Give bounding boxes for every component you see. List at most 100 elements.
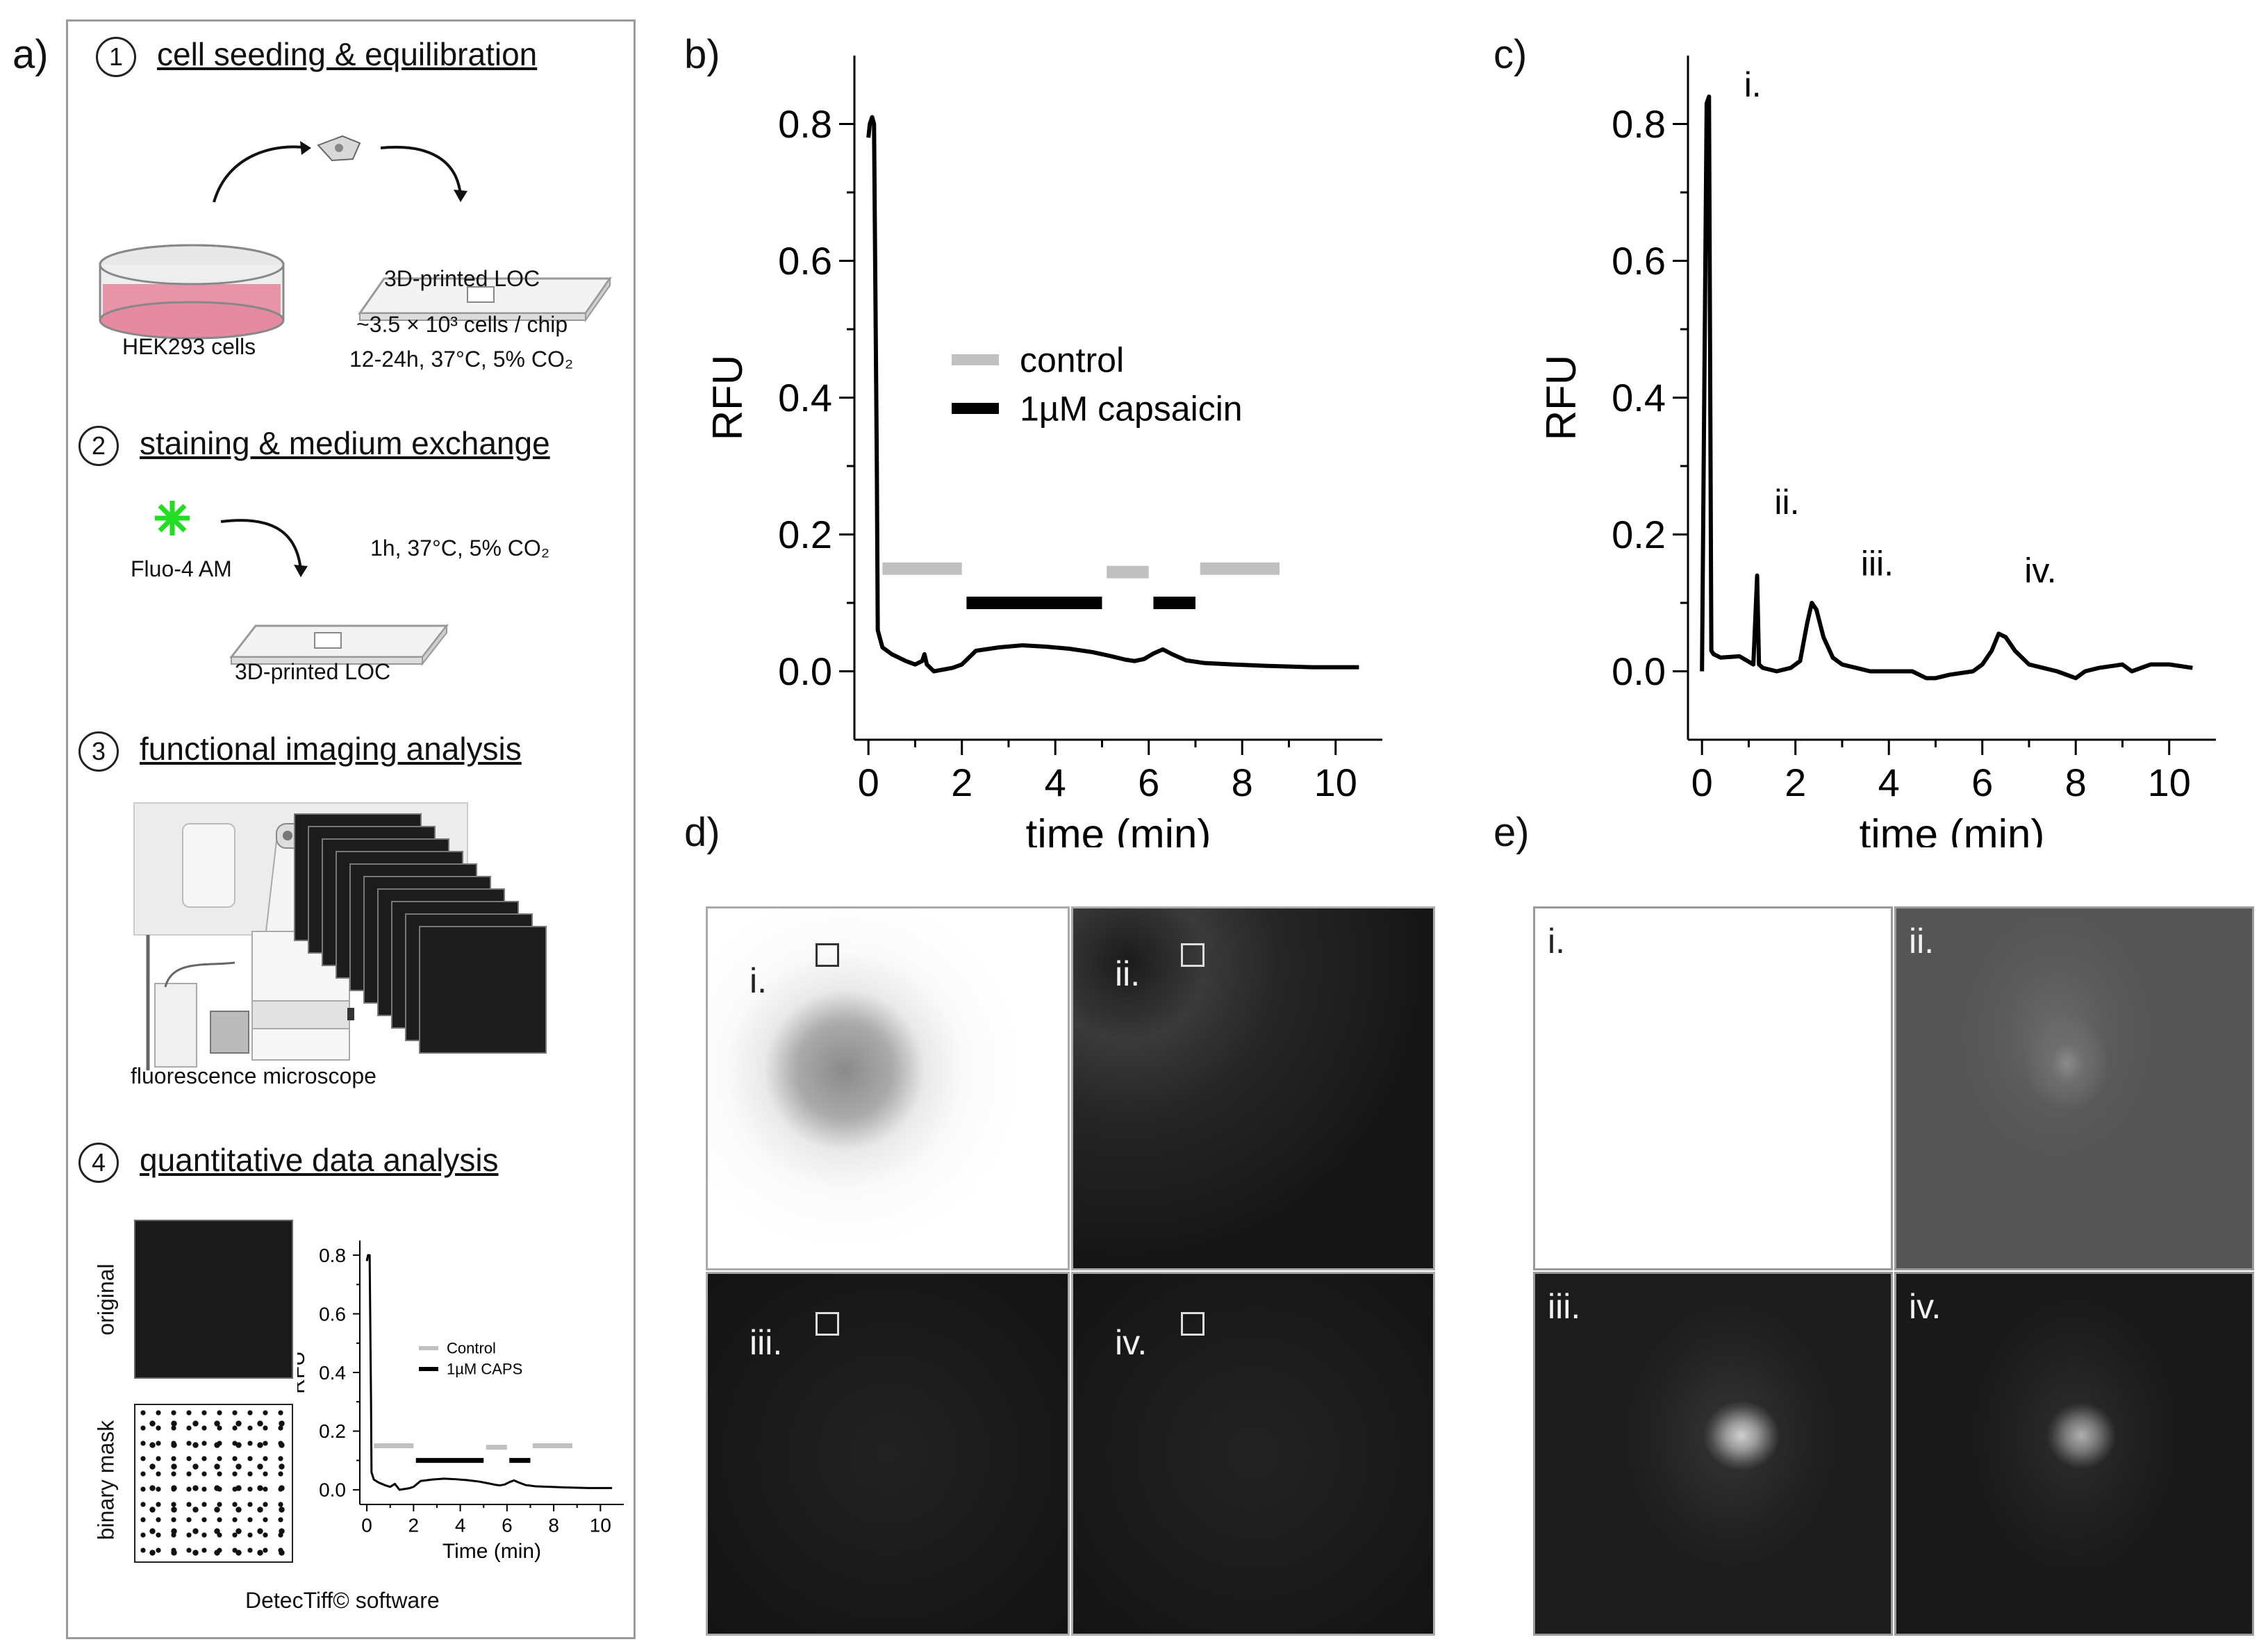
y-axis-label: RFU xyxy=(704,355,751,440)
y-tick-label: 0.0 xyxy=(1612,649,1666,693)
y-tick-label: 0.6 xyxy=(778,239,832,283)
dye-star-icon xyxy=(155,501,190,536)
image-e-iii-label: iii. xyxy=(1548,1287,1581,1326)
x-tick-label: 4 xyxy=(1878,761,1900,804)
image-stack xyxy=(294,813,558,1077)
loc-label-1: 3D-printed LOC xyxy=(384,266,540,291)
legend-label: 1µM CAPS xyxy=(447,1361,522,1378)
software-label: DetecTiff© software xyxy=(245,1588,440,1613)
y-tick-label: 0.0 xyxy=(778,649,832,693)
panel-label-c: c) xyxy=(1493,32,1528,77)
loc-label-2: 3D-printed LOC xyxy=(235,659,391,684)
x-tick-label: 10 xyxy=(2148,761,2191,804)
panel-label-e: e) xyxy=(1493,810,1530,855)
step-3-title: 3 functional imaging analysis xyxy=(78,730,522,772)
y-tick-label: 0.4 xyxy=(1612,376,1666,420)
y-axis-label: RFU xyxy=(1538,355,1584,440)
x-tick-label: 8 xyxy=(1232,761,1253,804)
x-tick-label: 10 xyxy=(590,1514,611,1536)
image-e-i: i. xyxy=(1533,906,1893,1270)
x-tick-label: 0 xyxy=(858,761,879,804)
image-e-i-label: i. xyxy=(1548,922,1565,961)
image-e-iv: iv. xyxy=(1894,1272,2254,1636)
original-label: original xyxy=(93,1263,119,1336)
step-1-number: 1 xyxy=(96,36,136,77)
trace-line xyxy=(866,115,1359,674)
y-tick-label: 0.2 xyxy=(778,513,832,556)
x-tick-label: 6 xyxy=(1971,761,1993,804)
trace-line xyxy=(1700,94,2193,681)
microscope-label: fluorescence microscope xyxy=(131,1063,376,1088)
x-tick-label: 2 xyxy=(951,761,972,804)
image-d-i-label: i. xyxy=(750,961,767,1000)
staining-illustration xyxy=(155,501,449,666)
y-tick-label: 0.2 xyxy=(319,1420,346,1442)
step-2-title: 2 staining & medium exchange xyxy=(78,424,550,466)
x-tick-label: 0 xyxy=(361,1514,372,1536)
peak-annotation: iv. xyxy=(2024,551,2056,590)
step-2-number: 2 xyxy=(78,425,119,466)
chart-c: 0.0 0.2 0.4 0.6 0.8 0 2 4 6 8 10 time (min) RFU i. ii.… xyxy=(1538,56,2216,847)
x-tick-label: 10 xyxy=(1314,761,1357,804)
y-tick-label: 0.6 xyxy=(1612,239,1666,283)
x-tick-label: 8 xyxy=(2065,761,2087,804)
seeding-illustration xyxy=(99,135,612,340)
mini-chart: 0.0 0.2 0.4 0.6 0.8 0 2 4 6 8 10 Time (min) RFU Contr… xyxy=(297,1241,624,1563)
x-tick-label: 2 xyxy=(1785,761,1806,804)
image-d-iv-label: iv. xyxy=(1115,1323,1148,1362)
image-d-ii-label: ii. xyxy=(1115,954,1141,993)
step-1-title: 1 cell seeding & equilibration xyxy=(96,35,537,77)
hek-label: HEK293 cells xyxy=(122,334,256,359)
panel-label-b: b) xyxy=(684,32,720,77)
x-axis-label: time (min) xyxy=(1860,811,2045,847)
y-tick-label: 0.4 xyxy=(319,1362,346,1384)
workflow-panel: 1 cell seeding & equilibration HEK293 cel… xyxy=(66,19,636,1639)
peak-annotation: i. xyxy=(1744,65,1762,104)
chart-b: 0.0 0.2 0.4 0.6 0.8 0 2 4 6 8 10 time (min) RFU contr… xyxy=(704,56,1382,847)
roi-box xyxy=(1181,1312,1205,1336)
roi-box xyxy=(1181,943,1205,967)
y-tick-label: 0.6 xyxy=(319,1303,346,1325)
trace-line xyxy=(365,1254,613,1491)
x-tick-label: 4 xyxy=(455,1514,466,1536)
fluo-label: Fluo-4 AM xyxy=(131,556,232,581)
legend-label: control xyxy=(1020,341,1124,380)
step-4-title: 4 quantitative data analysis xyxy=(78,1141,499,1183)
binary-mask-image xyxy=(134,1404,293,1563)
panel-label-d: d) xyxy=(684,810,720,855)
y-tick-label: 0.4 xyxy=(778,376,832,420)
image-d-ii: ii. xyxy=(1071,906,1435,1270)
legend-label: Control xyxy=(447,1340,496,1357)
legend-label: 1µM capsaicin xyxy=(1020,390,1243,429)
x-axis-label: Time (min) xyxy=(442,1540,541,1563)
original-image xyxy=(134,1220,293,1379)
x-tick-label: 2 xyxy=(408,1514,420,1536)
x-tick-label: 4 xyxy=(1045,761,1066,804)
step-4-number: 4 xyxy=(78,1142,119,1183)
y-tick-label: 0.8 xyxy=(1612,102,1666,146)
peak-annotation: ii. xyxy=(1774,483,1799,522)
image-e-ii-label: ii. xyxy=(1909,922,1935,961)
y-tick-label: 0.2 xyxy=(1612,513,1666,556)
y-tick-label: 0.0 xyxy=(319,1479,346,1501)
image-d-iii-label: iii. xyxy=(750,1323,783,1362)
image-d-iii: iii. xyxy=(706,1272,1070,1636)
image-e-iii: iii. xyxy=(1533,1272,1893,1636)
peak-annotation: iii. xyxy=(1861,545,1894,583)
incubation-2: 1h, 37°C, 5% CO₂ xyxy=(370,536,550,561)
image-d-iv: iv. xyxy=(1071,1272,1435,1636)
x-tick-label: 0 xyxy=(1691,761,1713,804)
binary-mask-label: binary mask xyxy=(93,1420,119,1541)
x-axis-label: time (min) xyxy=(1026,811,1211,847)
roi-box xyxy=(816,1312,839,1336)
step-3-number: 3 xyxy=(78,731,119,772)
y-tick-label: 0.8 xyxy=(319,1245,346,1266)
x-tick-label: 6 xyxy=(502,1514,513,1536)
roi-box xyxy=(816,943,839,967)
x-tick-label: 8 xyxy=(548,1514,559,1536)
image-d-i: i. xyxy=(706,906,1070,1270)
image-e-ii: ii. xyxy=(1894,906,2254,1270)
y-axis-label: RFU xyxy=(297,1351,309,1394)
panel-label-a: a) xyxy=(13,32,49,77)
incubation-1: 12-24h, 37°C, 5% CO₂ xyxy=(349,347,574,372)
